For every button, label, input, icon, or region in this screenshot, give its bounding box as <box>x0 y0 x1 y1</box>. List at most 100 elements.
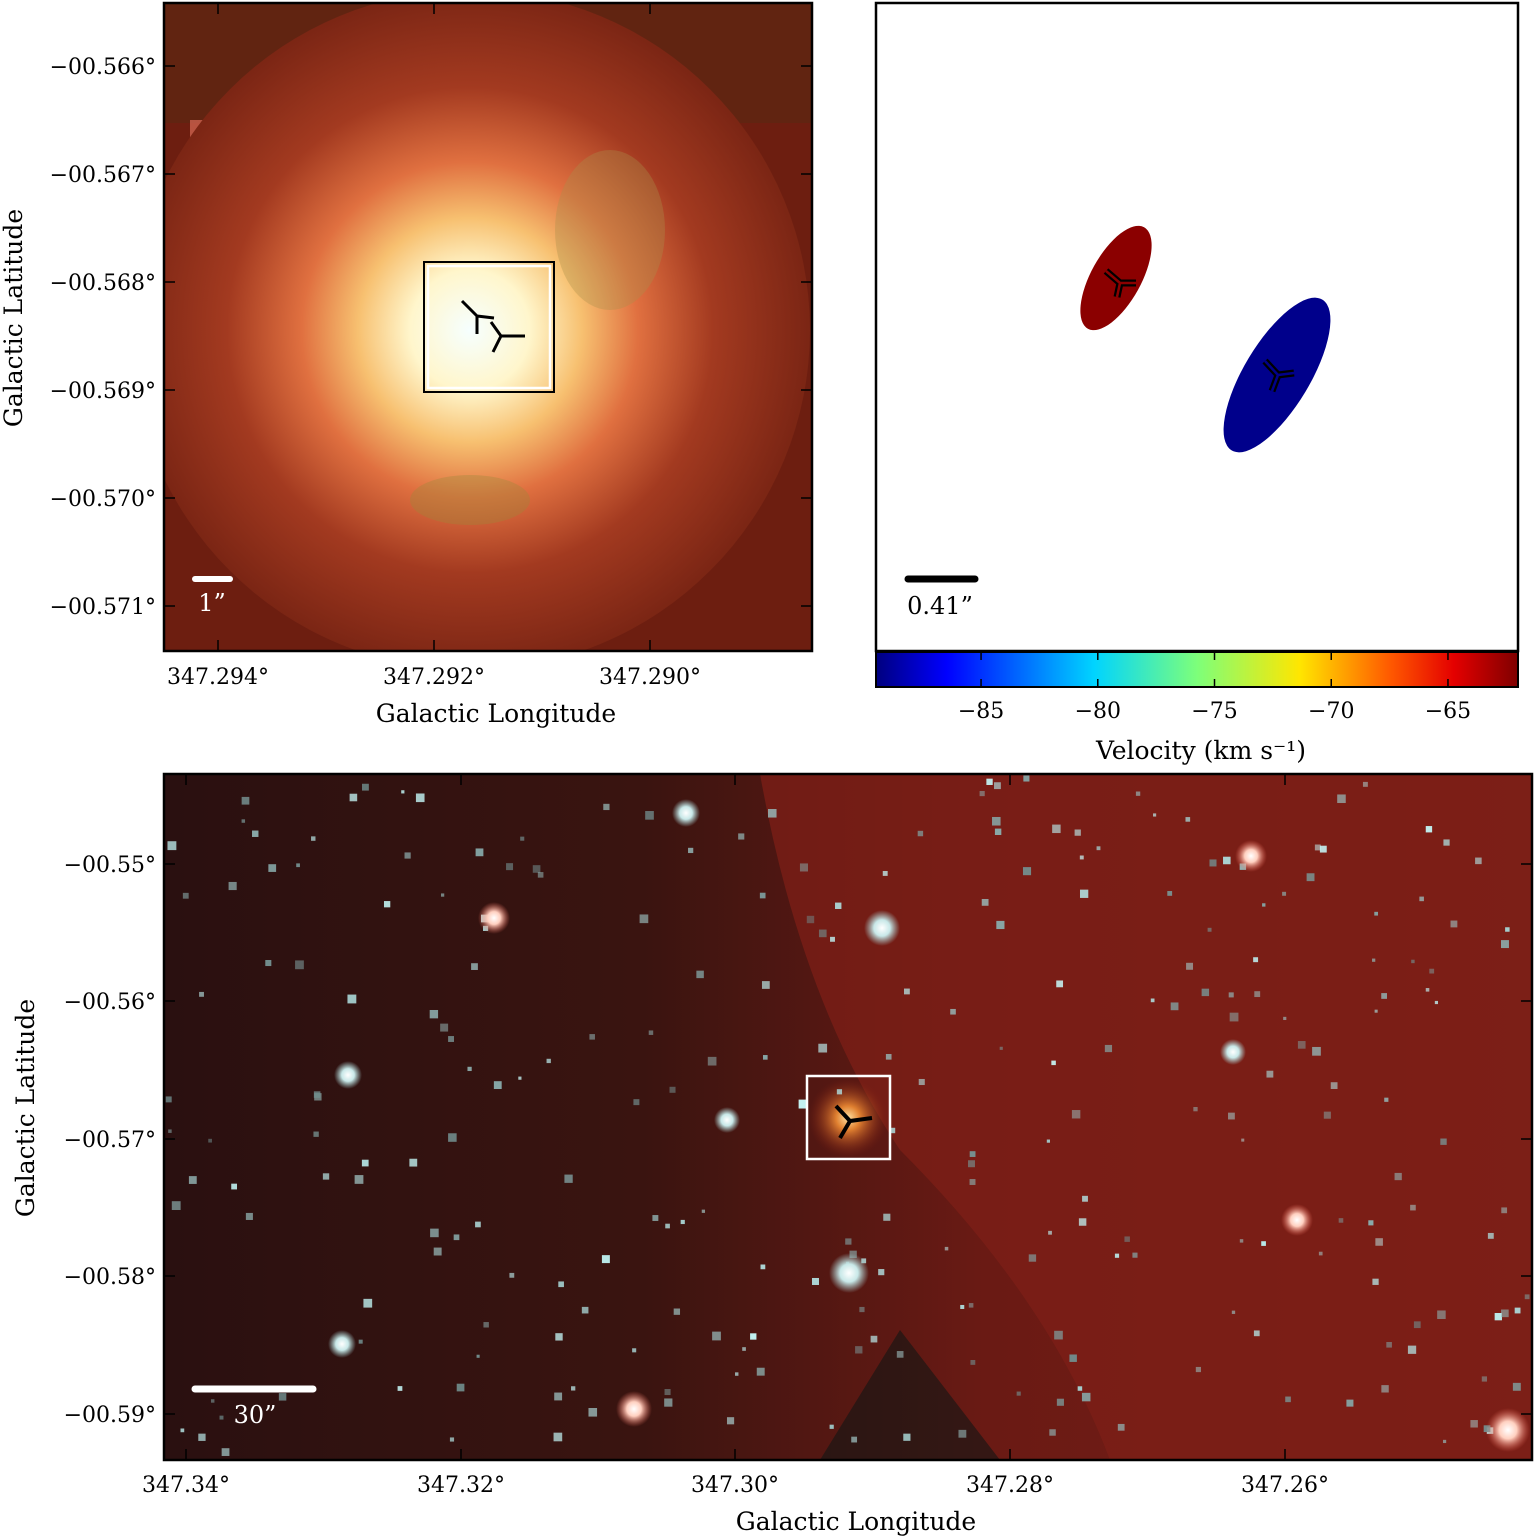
star <box>1500 940 1509 949</box>
star <box>241 819 246 823</box>
star <box>1346 1399 1354 1407</box>
velocity-maser-markers-inner <box>1105 270 1136 298</box>
star <box>1487 1232 1494 1239</box>
star <box>712 1331 721 1341</box>
star <box>449 1437 455 1442</box>
star <box>180 1428 185 1433</box>
star <box>669 1086 676 1093</box>
star <box>571 1386 576 1391</box>
star <box>1071 1110 1081 1119</box>
star <box>475 1221 481 1228</box>
zoom-ytick-label: −00.568° <box>50 271 156 296</box>
colorbar-tick-label: −75 <box>1191 699 1237 724</box>
wide-frame <box>162 772 1534 1462</box>
star <box>1285 1396 1291 1403</box>
star <box>1023 775 1030 782</box>
star <box>896 1351 904 1358</box>
wide-ytick-label: −00.59° <box>64 1403 156 1428</box>
star <box>415 793 425 803</box>
star <box>476 1354 480 1358</box>
star <box>1407 1345 1417 1354</box>
star <box>241 796 250 805</box>
velocity-maser-markers-inner-blue <box>1264 360 1295 392</box>
star <box>829 1424 834 1429</box>
star <box>231 1183 238 1190</box>
star <box>1193 1107 1198 1112</box>
velocity-frame <box>874 1 1520 653</box>
star <box>845 1238 852 1245</box>
star <box>1419 896 1424 902</box>
star <box>361 1159 369 1167</box>
wide-xtick-label: 347.28° <box>966 1473 1054 1498</box>
star <box>1077 1386 1083 1391</box>
star <box>518 1076 522 1080</box>
zoom-ytick-label: −00.566° <box>50 55 156 80</box>
star <box>1028 1254 1037 1262</box>
star <box>1266 1070 1274 1078</box>
star <box>1228 1112 1235 1120</box>
zoom-xtick-label: 347.290° <box>599 665 701 690</box>
star <box>981 898 989 906</box>
star <box>1016 1391 1021 1396</box>
star <box>999 1046 1003 1050</box>
star <box>268 864 277 872</box>
star <box>761 981 770 989</box>
star <box>588 1407 598 1417</box>
star <box>688 847 694 854</box>
star <box>1429 968 1435 974</box>
star <box>633 1099 640 1106</box>
star <box>1022 867 1032 876</box>
wide-ytick-label: −00.56° <box>64 990 156 1015</box>
star <box>313 1091 321 1098</box>
star <box>645 811 654 820</box>
star <box>664 1398 673 1407</box>
star <box>1514 1307 1521 1314</box>
star <box>1104 1044 1113 1053</box>
wide-yaxis-title: Galactic Latitude <box>11 999 40 1217</box>
star <box>1306 873 1315 882</box>
star <box>1512 1382 1521 1391</box>
star <box>429 1009 439 1019</box>
star <box>228 881 237 891</box>
star <box>188 1176 197 1184</box>
star <box>1337 794 1346 804</box>
zoom-xaxis-title: Galactic Longitude <box>376 699 616 728</box>
star <box>760 1264 766 1270</box>
velocity-panel: 0.41” −85 −80 −75 −70 −65 Velocity (km s⁻¹) <box>874 1 1520 765</box>
zoom-panel: −00.566° −00.567° −00.568° −00.569° −00.… <box>0 1 814 728</box>
star <box>1054 1330 1063 1340</box>
star <box>358 1339 363 1344</box>
star <box>1081 1392 1091 1402</box>
star <box>1381 1385 1389 1393</box>
star <box>1117 1423 1125 1431</box>
zoom-xtick-label: 347.292° <box>383 665 485 690</box>
star <box>992 816 1001 826</box>
star <box>1425 988 1430 992</box>
star <box>1494 1312 1502 1321</box>
star <box>1049 1429 1056 1436</box>
star <box>1470 1420 1478 1428</box>
star <box>762 1055 768 1060</box>
star <box>409 1158 418 1167</box>
star <box>1475 857 1482 865</box>
star <box>1319 845 1327 853</box>
star <box>448 1133 457 1142</box>
star <box>944 1246 949 1251</box>
zoom-ytick-label: −00.570° <box>50 487 156 512</box>
star <box>1124 1236 1130 1242</box>
star <box>1501 1309 1509 1318</box>
star <box>1074 829 1081 836</box>
colorbar-ticks: −85 −80 −75 −70 −65 <box>958 652 1471 724</box>
star <box>219 1415 224 1420</box>
star <box>210 1399 215 1403</box>
star <box>885 1053 892 1060</box>
star <box>665 1223 670 1229</box>
star <box>558 1281 564 1288</box>
star <box>1372 1278 1379 1285</box>
star <box>1186 962 1194 970</box>
star <box>648 1030 654 1035</box>
star <box>767 809 777 818</box>
star <box>554 1392 563 1401</box>
star <box>994 782 1001 790</box>
